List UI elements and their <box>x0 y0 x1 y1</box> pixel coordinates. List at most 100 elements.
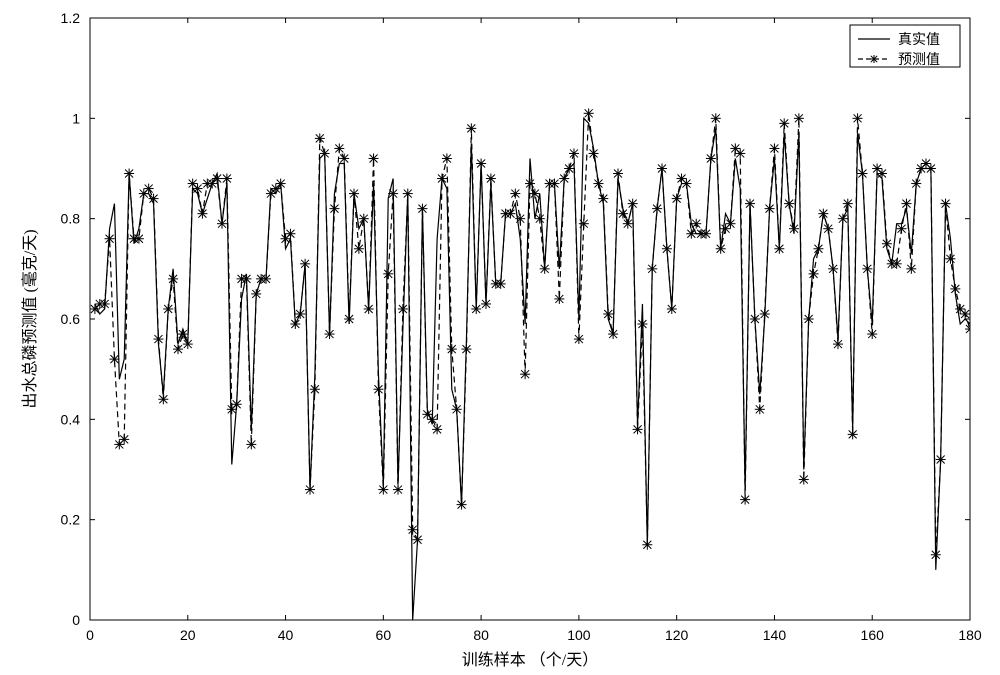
marker-asterisk <box>325 329 335 339</box>
marker-asterisk <box>740 495 750 505</box>
marker-asterisk <box>354 244 364 254</box>
marker-asterisk <box>540 264 550 274</box>
ytick-label: 1.2 <box>61 10 81 26</box>
marker-asterisk <box>882 239 892 249</box>
marker-asterisk <box>633 424 643 434</box>
marker-asterisk <box>862 264 872 274</box>
marker-asterisk <box>183 339 193 349</box>
xtick-label: 180 <box>958 627 982 643</box>
marker-asterisk <box>168 274 178 284</box>
marker-asterisk <box>745 199 755 209</box>
marker-asterisk <box>623 219 633 229</box>
marker-asterisk <box>848 429 858 439</box>
marker-asterisk <box>505 209 515 219</box>
marker-asterisk <box>398 304 408 314</box>
marker-asterisk <box>144 184 154 194</box>
marker-asterisk <box>393 485 403 495</box>
marker-asterisk <box>334 143 344 153</box>
marker-asterisk <box>843 199 853 209</box>
marker-asterisk <box>403 189 413 199</box>
marker-asterisk <box>926 164 936 174</box>
marker-asterisk <box>701 229 711 239</box>
marker-asterisk <box>158 394 168 404</box>
marker-asterisk <box>466 123 476 133</box>
legend-label: 真实值 <box>898 32 940 48</box>
marker-asterisk <box>486 174 496 184</box>
marker-asterisk <box>691 219 701 229</box>
ytick-label: 0.8 <box>61 211 81 227</box>
marker-asterisk <box>232 399 242 409</box>
marker-asterisk <box>965 324 975 334</box>
marker-asterisk <box>857 169 867 179</box>
marker-asterisk <box>246 439 256 449</box>
marker-asterisk <box>716 244 726 254</box>
plot-box <box>90 18 970 620</box>
marker-asterisk <box>408 525 418 535</box>
marker-asterisk <box>960 309 970 319</box>
ytick-label: 1 <box>72 110 80 126</box>
marker-asterisk <box>818 209 828 219</box>
marker-asterisk <box>290 319 300 329</box>
marker-asterisk <box>809 269 819 279</box>
marker-asterisk <box>197 209 207 219</box>
marker-asterisk <box>222 174 232 184</box>
marker-asterisk <box>554 294 564 304</box>
marker-asterisk <box>706 153 716 163</box>
marker-asterisk <box>149 194 159 204</box>
marker-asterisk <box>276 179 286 189</box>
marker-asterisk <box>212 174 222 184</box>
ytick-label: 0.6 <box>61 311 81 327</box>
marker-asterisk <box>452 404 462 414</box>
marker-asterisk <box>613 169 623 179</box>
marker-asterisk <box>574 334 584 344</box>
marker-asterisk <box>941 199 951 209</box>
legend-label: 预测值 <box>898 52 940 68</box>
marker-asterisk <box>667 304 677 314</box>
xtick-label: 120 <box>665 627 689 643</box>
marker-asterisk <box>535 214 545 224</box>
plot-area <box>90 108 975 620</box>
marker-asterisk <box>476 158 486 168</box>
marker-asterisk <box>828 264 838 274</box>
marker-asterisk <box>369 153 379 163</box>
marker-asterisk <box>789 224 799 234</box>
marker-asterisk <box>124 169 134 179</box>
marker-asterisk <box>193 184 203 194</box>
marker-asterisk <box>432 424 442 434</box>
marker-asterisk <box>598 194 608 204</box>
marker-asterisk <box>329 204 339 214</box>
marker-asterisk <box>320 148 330 158</box>
marker-asterisk <box>906 264 916 274</box>
marker-asterisk <box>711 113 721 123</box>
marker-asterisk <box>647 264 657 274</box>
marker-asterisk <box>931 550 941 560</box>
marker-asterisk <box>779 118 789 128</box>
marker-asterisk <box>755 404 765 414</box>
marker-asterisk <box>344 314 354 324</box>
marker-asterisk <box>413 535 423 545</box>
marker-asterisk <box>217 219 227 229</box>
marker-asterisk <box>388 189 398 199</box>
marker-asterisk <box>163 304 173 314</box>
marker-asterisk <box>628 199 638 209</box>
marker-asterisk <box>520 369 530 379</box>
marker-asterisk <box>823 224 833 234</box>
marker-asterisk <box>310 384 320 394</box>
marker-asterisk <box>936 454 946 464</box>
marker-asterisk <box>383 269 393 279</box>
marker-asterisk <box>799 475 809 485</box>
marker-asterisk <box>530 189 540 199</box>
marker-asterisk <box>559 174 569 184</box>
marker-asterisk <box>774 244 784 254</box>
xtick-label: 0 <box>86 627 94 643</box>
ytick-label: 0 <box>72 612 80 628</box>
marker-asterisk <box>427 414 437 424</box>
marker-asterisk <box>870 55 878 63</box>
marker-asterisk <box>153 334 163 344</box>
marker-asterisk <box>349 189 359 199</box>
marker-asterisk <box>593 179 603 189</box>
marker-asterisk <box>461 344 471 354</box>
marker-asterisk <box>804 314 814 324</box>
marker-asterisk <box>618 209 628 219</box>
marker-asterisk <box>760 309 770 319</box>
